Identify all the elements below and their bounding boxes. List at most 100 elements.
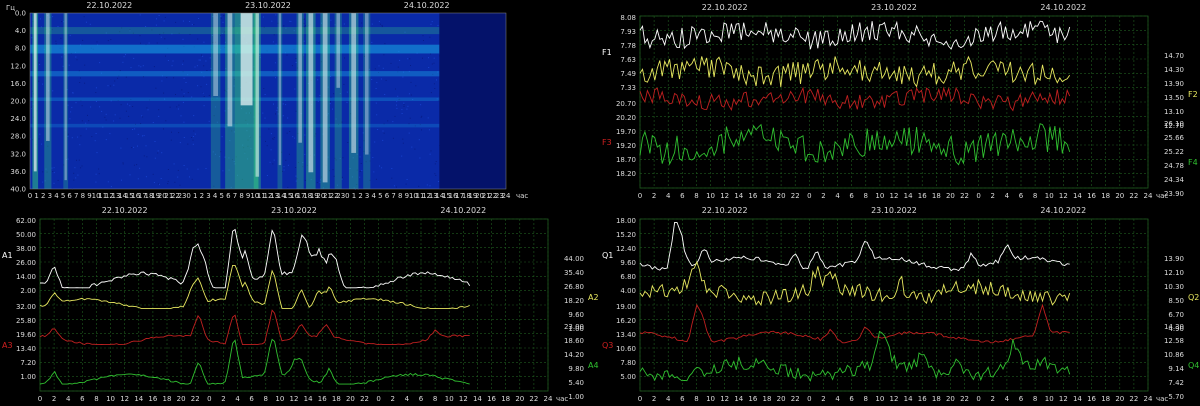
x-tick: 0 bbox=[976, 192, 980, 200]
spectrogram-noise bbox=[67, 158, 69, 160]
spectrogram-noise bbox=[183, 121, 185, 123]
y-tick-Q1: 9.60 bbox=[620, 259, 636, 267]
x-tick: 22 bbox=[360, 395, 369, 403]
spectrogram-y-tick: 20.0 bbox=[10, 98, 26, 106]
spectrogram-noise bbox=[105, 113, 107, 115]
spectrogram-noise bbox=[208, 94, 210, 96]
spectrogram-noise bbox=[420, 104, 422, 106]
spectrogram-x-tick: 19 bbox=[310, 192, 319, 200]
x-unit: час bbox=[1156, 395, 1168, 403]
spectrogram-noise bbox=[139, 167, 141, 169]
spectrogram-noise bbox=[341, 121, 343, 123]
series-label-Q3: Q3 bbox=[602, 341, 613, 350]
x-tick: 18 bbox=[1101, 395, 1110, 403]
x-tick: 0 bbox=[38, 395, 42, 403]
y-tick-Q1: 18.00 bbox=[616, 217, 636, 225]
spectrogram-noise bbox=[353, 34, 355, 36]
y-tick-F3: 18.70 bbox=[616, 156, 636, 164]
spectrogram-noise bbox=[249, 136, 251, 138]
spectrogram-noise bbox=[233, 85, 235, 87]
y-tick-A1: 2.00 bbox=[20, 287, 36, 295]
x-tick: 20 bbox=[177, 395, 186, 403]
frequency-panel: 22.10.2022 23.10.2022 24.10.2022 0 2 4 6 8 10 12 1… bbox=[600, 0, 1200, 203]
spectrogram-noise bbox=[371, 41, 373, 43]
spectrogram-noise bbox=[329, 101, 331, 103]
spectrogram-noise bbox=[303, 26, 305, 28]
spectrogram-noise bbox=[88, 120, 90, 122]
spectrogram-noise bbox=[317, 79, 319, 81]
x-tick: 4 bbox=[405, 395, 410, 403]
y-tick-F2: 12.70 bbox=[1164, 122, 1184, 130]
spectrogram-x-tick: 20 bbox=[475, 192, 484, 200]
spectrogram-noise bbox=[129, 30, 131, 32]
spectrogram-noise bbox=[315, 70, 316, 72]
spectrogram-noise bbox=[319, 179, 321, 181]
spectrogram-noise bbox=[90, 106, 92, 108]
x-tick: 24 bbox=[1144, 395, 1153, 403]
y-tick-A3: 7.20 bbox=[20, 359, 36, 367]
spectrogram-noise bbox=[110, 100, 112, 102]
spectrogram-noise bbox=[142, 116, 144, 118]
spectrogram-noise bbox=[247, 158, 249, 160]
spectrogram-noise bbox=[89, 23, 91, 25]
spectrogram-noise bbox=[130, 99, 132, 100]
spectrogram-noise bbox=[129, 29, 131, 31]
spectrogram-x-tick: 17 bbox=[455, 192, 464, 200]
spectrogram-noise bbox=[129, 105, 131, 107]
spectrogram-noise bbox=[373, 171, 375, 173]
spectrogram-noise bbox=[77, 136, 79, 138]
spectrogram-noise bbox=[220, 35, 221, 37]
x-tick: 20 bbox=[1115, 395, 1124, 403]
spectrogram-noise bbox=[287, 186, 289, 188]
spectrogram-noise bbox=[295, 175, 297, 177]
spectrogram-x-tick: 6 bbox=[226, 192, 231, 200]
spectrogram-band bbox=[30, 123, 440, 128]
spectrogram-noise bbox=[247, 145, 249, 147]
spectrogram-noise bbox=[269, 161, 271, 163]
spectrogram-noise bbox=[423, 40, 424, 41]
spectrogram-noise bbox=[302, 166, 304, 168]
spectrogram-x-tick: 13 bbox=[429, 192, 438, 200]
spectrogram-noise bbox=[396, 104, 397, 106]
spectrogram-noise bbox=[333, 93, 335, 95]
spectrogram-noise bbox=[401, 155, 403, 157]
spectrogram-noise bbox=[143, 155, 145, 157]
spectrogram-noise bbox=[259, 55, 261, 56]
x-tick: 4 bbox=[1005, 395, 1010, 403]
x-tick: 12 bbox=[720, 192, 729, 200]
spectrogram-noise bbox=[60, 37, 62, 39]
spectrogram-x-tick: 5 bbox=[219, 192, 223, 200]
spectrogram-noise bbox=[180, 115, 182, 117]
spectrogram-x-tick: 18 bbox=[145, 192, 154, 200]
spectrogram-noise bbox=[102, 126, 104, 128]
spectrogram-noise bbox=[185, 82, 187, 83]
spectrogram-noise bbox=[67, 104, 69, 106]
x-tick: 4 bbox=[66, 395, 71, 403]
spectrogram-noise bbox=[360, 163, 362, 164]
y-tick-F3: 19.70 bbox=[616, 128, 636, 136]
spectrogram-y-tick: 40.0 bbox=[10, 186, 26, 194]
spectrogram-noise bbox=[146, 156, 148, 158]
spectrogram-noise bbox=[397, 71, 399, 73]
spectrogram-noise bbox=[375, 88, 377, 89]
quality-panel: 22.10.2022 23.10.2022 24.10.2022 0 2 4 6 8 10 12 1… bbox=[600, 203, 1200, 406]
spectrogram-noise bbox=[285, 159, 287, 161]
y-tick-Q3: 10.60 bbox=[616, 345, 636, 353]
spectrogram-noise bbox=[281, 151, 283, 153]
series-label-Q2: Q2 bbox=[1188, 293, 1199, 302]
spectrogram-x-tick: 10 bbox=[92, 192, 101, 200]
spectrogram-noise bbox=[201, 71, 203, 73]
spectrogram-noise bbox=[374, 141, 376, 143]
spectrogram-noise bbox=[197, 38, 199, 40]
spectrogram-noise bbox=[203, 96, 205, 97]
spectrogram-noise bbox=[431, 21, 433, 23]
spectrogram-noise bbox=[182, 71, 184, 73]
spectrogram-x-tick: 23 bbox=[336, 192, 345, 200]
spectrogram-noise bbox=[48, 90, 50, 92]
spectrogram-noise bbox=[67, 133, 69, 135]
spectrogram-x-tick: 18 bbox=[303, 192, 312, 200]
spectrogram-noise bbox=[363, 150, 365, 152]
spectrogram-noise bbox=[95, 181, 97, 183]
spectrogram-noise bbox=[292, 136, 294, 138]
spectrogram-noise bbox=[121, 27, 123, 29]
